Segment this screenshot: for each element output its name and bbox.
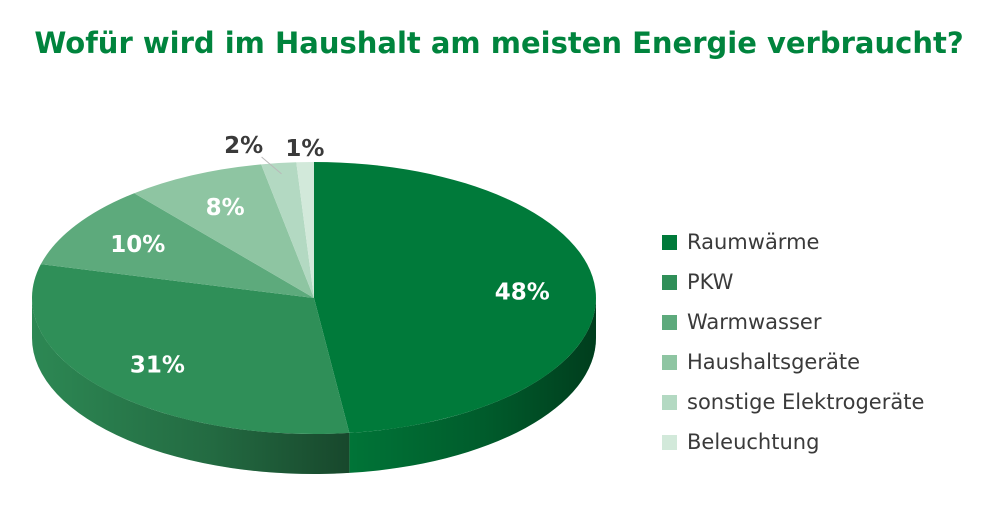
- legend-item-0: Raumwärme: [662, 222, 924, 262]
- pie-slice-1: [32, 264, 350, 435]
- pie-slice-5: [296, 162, 314, 298]
- slice-label-4: 2%: [224, 133, 263, 159]
- legend-label-3: Haushaltsgeräte: [687, 350, 861, 374]
- legend-label-1: PKW: [687, 270, 734, 294]
- pie-tops: [32, 162, 597, 435]
- pie-slice-4: [261, 162, 314, 298]
- legend: Raumwärme PKW Warmwasser Haushaltsgeräte son…: [662, 222, 924, 462]
- pie-slice-2: [40, 193, 314, 298]
- slice-label-5: 1%: [285, 136, 324, 162]
- chart-title: Wofür wird im Haushalt am meisten Energi…: [34, 26, 964, 60]
- legend-label-2: Warmwasser: [687, 310, 822, 334]
- legend-swatch-1: [662, 274, 677, 290]
- legend-item-2: Warmwasser: [662, 302, 924, 342]
- slice-label-1: 31%: [130, 353, 185, 379]
- legend-label-0: Raumwärme: [687, 230, 820, 254]
- legend-label-5: Beleuchtung: [687, 430, 820, 454]
- slice-label-2: 10%: [110, 232, 165, 258]
- legend-item-1: PKW: [662, 262, 924, 302]
- pie-labels: 48% 31% 10% 8% 2% 1%: [110, 133, 550, 379]
- legend-swatch-5: [662, 434, 677, 450]
- legend-swatch-4: [662, 394, 677, 410]
- pie-slice-3: [134, 164, 314, 298]
- pie-slice-0: [314, 162, 597, 433]
- legend-label-4: sonstige Elektrogeräte: [687, 390, 925, 414]
- slice-label-0: 48%: [495, 280, 550, 306]
- pie-side-shade-0: [349, 298, 596, 473]
- legend-item-4: sonstige Elektrogeräte: [662, 382, 924, 422]
- legend-swatch-3: [662, 354, 677, 370]
- legend-item-3: Haushaltsgeräte: [662, 342, 924, 382]
- slice-label-3: 8%: [206, 195, 245, 221]
- legend-swatch-0: [662, 234, 677, 250]
- legend-item-5: Beleuchtung: [662, 422, 924, 462]
- legend-swatch-2: [662, 314, 677, 330]
- pie-side-shade-1: [32, 298, 350, 474]
- leader-line-4: [261, 156, 282, 175]
- pie-sides: [32, 298, 596, 474]
